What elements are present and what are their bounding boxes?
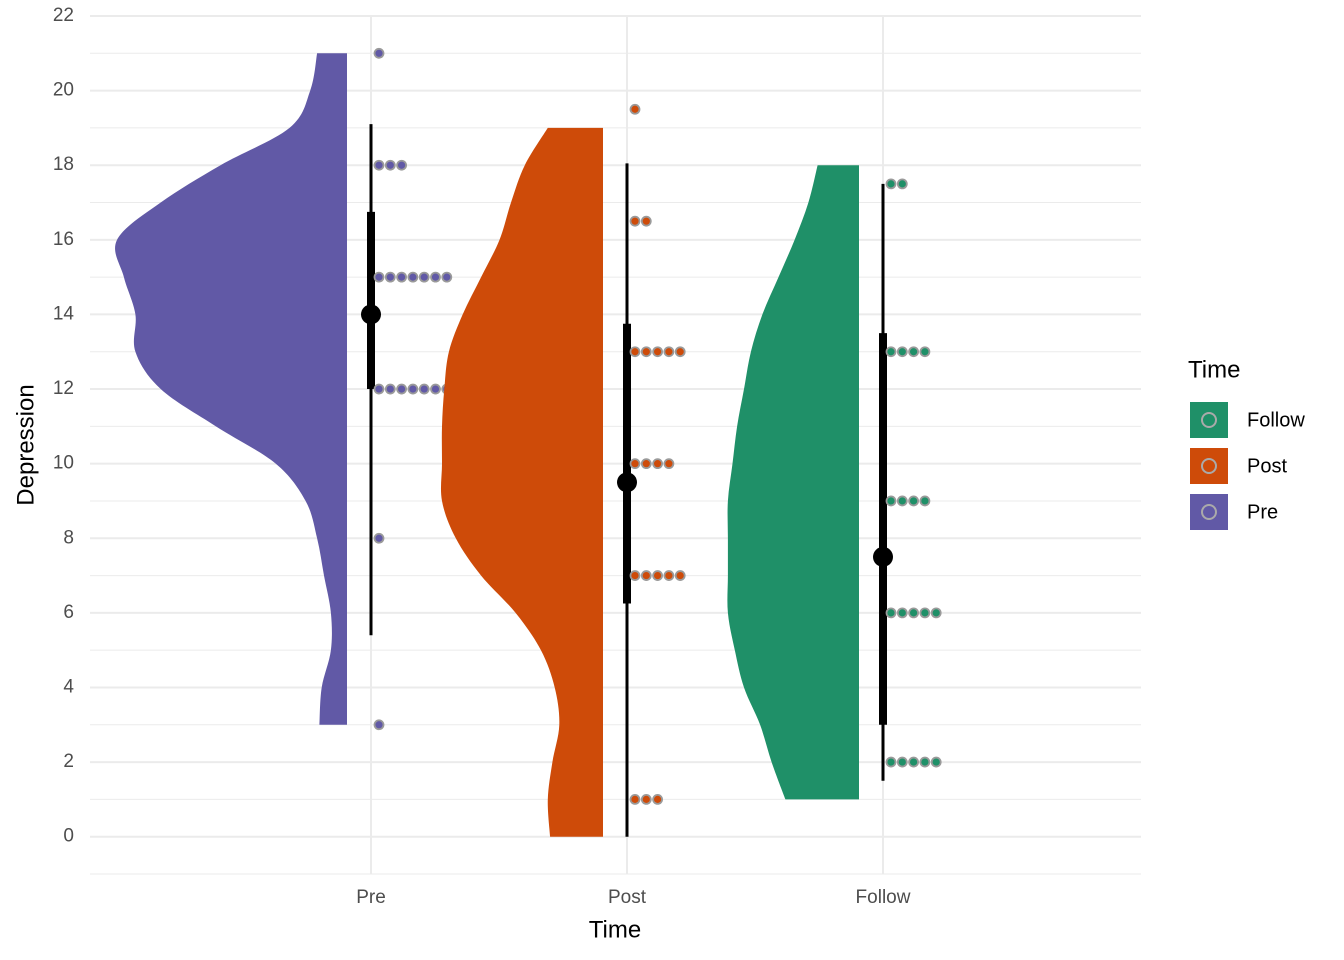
point — [384, 159, 396, 171]
point — [629, 793, 641, 805]
median — [361, 304, 381, 325]
point — [930, 756, 942, 768]
y-tick-label: 0 — [63, 826, 74, 847]
point — [629, 103, 641, 115]
point — [908, 346, 919, 358]
legend-label: Post — [1247, 455, 1287, 477]
point — [919, 756, 931, 768]
y-tick-label: 2 — [63, 751, 74, 772]
x-axis-title: Time — [589, 916, 641, 943]
legend-key-point — [1201, 412, 1217, 428]
point — [885, 346, 897, 358]
point — [885, 495, 897, 507]
point — [418, 383, 430, 395]
y-tick-label: 14 — [53, 303, 75, 324]
legend-title: Time — [1188, 356, 1240, 383]
point — [908, 756, 919, 768]
point — [430, 383, 441, 395]
point — [430, 271, 441, 283]
point — [885, 756, 897, 768]
y-tick-label: 8 — [63, 527, 74, 548]
point — [373, 159, 385, 171]
point — [652, 570, 663, 581]
point — [885, 607, 897, 619]
x-tick-label: Pre — [356, 887, 386, 908]
legend-label: Pre — [1247, 501, 1278, 523]
point — [373, 47, 385, 59]
point — [930, 607, 942, 619]
median — [873, 546, 893, 567]
y-tick-label: 18 — [53, 154, 74, 175]
point — [640, 458, 652, 470]
point — [640, 215, 652, 227]
point — [663, 346, 675, 358]
y-axis-title: Depression — [12, 384, 39, 505]
point — [407, 383, 419, 395]
point — [629, 570, 641, 581]
median — [617, 472, 637, 493]
legend-key — [1190, 448, 1228, 484]
point — [652, 793, 663, 805]
point — [407, 271, 419, 283]
point — [396, 159, 408, 171]
legend-key-point — [1201, 504, 1217, 520]
point — [885, 178, 897, 190]
y-tick-label: 20 — [53, 80, 74, 101]
point — [640, 570, 652, 581]
y-tick-label: 16 — [53, 229, 74, 250]
legend-label: Follow — [1247, 409, 1305, 431]
point — [652, 346, 663, 358]
point — [629, 346, 641, 358]
point — [629, 458, 641, 470]
legend-key — [1190, 402, 1228, 438]
point — [384, 383, 396, 395]
density — [727, 165, 859, 800]
point — [663, 570, 675, 581]
point — [674, 346, 686, 358]
density — [440, 127, 603, 837]
x-tick-label: Follow — [856, 887, 911, 908]
point — [896, 178, 908, 190]
point — [640, 793, 652, 805]
point — [640, 346, 652, 358]
y-tick-label: 12 — [53, 378, 74, 399]
point — [396, 383, 408, 395]
y-tick-label: 4 — [63, 676, 74, 697]
point — [919, 495, 931, 507]
point — [896, 607, 908, 619]
point — [373, 532, 385, 544]
point — [919, 346, 931, 358]
point — [908, 607, 919, 619]
x-tick-label: Post — [608, 887, 647, 908]
point — [919, 607, 931, 619]
point — [674, 570, 686, 581]
legend-key-point — [1201, 458, 1217, 474]
y-tick-label: 6 — [63, 602, 74, 623]
point — [418, 271, 430, 283]
point — [373, 719, 385, 731]
point — [663, 458, 675, 470]
point — [908, 495, 919, 507]
point — [396, 271, 408, 283]
point — [896, 346, 908, 358]
y-tick-label: 22 — [53, 5, 74, 26]
point — [373, 383, 385, 395]
point — [441, 271, 453, 283]
point — [384, 271, 396, 283]
legend-key — [1190, 494, 1228, 530]
y-tick-label: 10 — [53, 453, 74, 474]
point — [629, 215, 641, 227]
point — [373, 271, 385, 283]
density — [115, 53, 347, 725]
point — [652, 458, 663, 470]
point — [896, 756, 908, 768]
point — [896, 495, 908, 507]
